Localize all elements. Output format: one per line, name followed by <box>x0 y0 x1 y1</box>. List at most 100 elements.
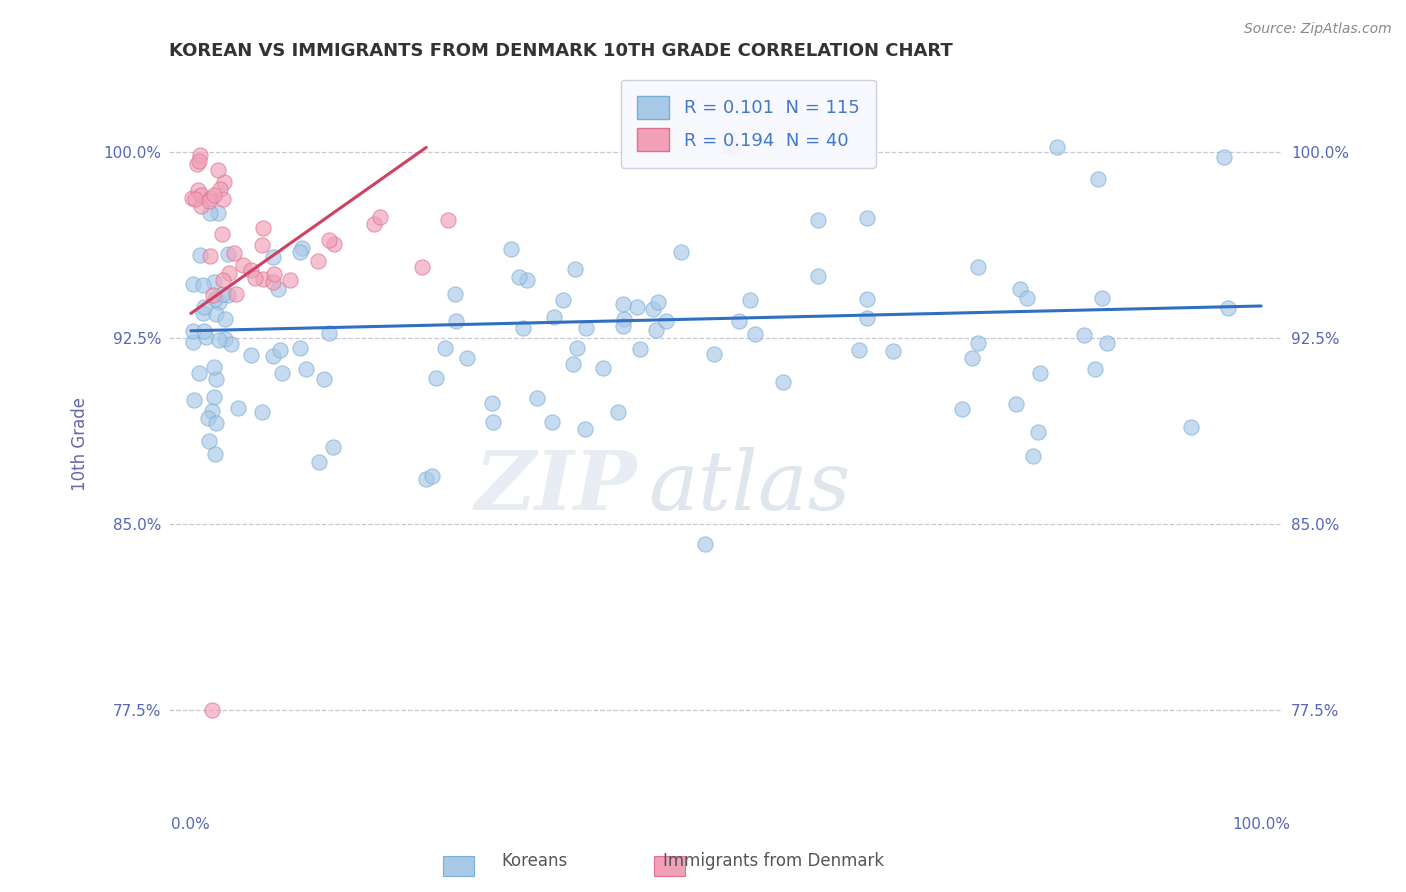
Point <box>188 154 211 169</box>
Point <box>202 390 225 404</box>
Point <box>193 324 215 338</box>
Point <box>181 191 204 205</box>
Point <box>772 375 794 389</box>
Point <box>211 286 233 301</box>
Point <box>191 277 214 292</box>
Point <box>318 326 340 340</box>
Point <box>966 336 988 351</box>
Point <box>411 260 433 275</box>
Point <box>967 260 990 274</box>
Point <box>240 263 263 277</box>
Point <box>807 213 830 227</box>
Point <box>606 405 628 419</box>
Point <box>295 361 318 376</box>
Point <box>856 310 879 325</box>
Point <box>856 292 879 306</box>
Point <box>181 277 204 292</box>
Point <box>252 221 274 235</box>
Point <box>1087 172 1109 186</box>
Text: KOREAN VS IMMIGRANTS FROM DENMARK 10TH GRADE CORRELATION CHART: KOREAN VS IMMIGRANTS FROM DENMARK 10TH G… <box>170 42 953 60</box>
Point <box>574 421 596 435</box>
Point <box>444 287 467 301</box>
Point <box>226 401 249 416</box>
Point <box>1021 449 1043 463</box>
Point <box>288 341 311 355</box>
Point <box>204 307 226 321</box>
Point <box>197 434 219 449</box>
Point <box>183 392 205 407</box>
Point <box>280 273 302 287</box>
Point <box>1010 282 1032 296</box>
Point <box>267 282 290 296</box>
Point <box>207 163 229 178</box>
Point <box>271 366 294 380</box>
Point <box>565 341 588 355</box>
Point <box>526 392 548 406</box>
Point <box>204 293 226 307</box>
Point <box>217 288 239 302</box>
Point <box>613 312 636 326</box>
Point <box>202 188 225 202</box>
Point <box>456 351 478 365</box>
Point <box>240 348 263 362</box>
Point <box>641 302 664 317</box>
Point <box>481 396 503 410</box>
Point <box>482 416 505 430</box>
Point <box>420 469 443 483</box>
Point <box>512 321 534 335</box>
Point <box>718 140 741 154</box>
Point <box>655 314 678 328</box>
Point <box>323 237 346 252</box>
Point <box>218 266 240 280</box>
Point <box>1212 150 1234 164</box>
Point <box>647 294 669 309</box>
Point <box>508 269 530 284</box>
Point <box>322 440 344 454</box>
Point <box>612 319 634 334</box>
Point <box>693 537 716 551</box>
Point <box>1216 301 1239 315</box>
Point <box>291 241 314 255</box>
Point <box>214 311 236 326</box>
Point <box>252 272 274 286</box>
Point <box>308 455 330 469</box>
Point <box>211 227 233 241</box>
Point <box>290 245 312 260</box>
Text: Immigrants from Denmark: Immigrants from Denmark <box>662 852 884 870</box>
Point <box>1180 419 1202 434</box>
Point <box>269 343 291 358</box>
Point <box>200 191 222 205</box>
Point <box>848 343 870 358</box>
Point <box>225 286 247 301</box>
Point <box>221 336 243 351</box>
Text: ZIP: ZIP <box>474 448 637 527</box>
Point <box>499 242 522 256</box>
Point <box>1015 292 1038 306</box>
Point <box>744 326 766 341</box>
Point <box>252 405 274 419</box>
Point <box>562 357 585 371</box>
Point <box>882 344 904 359</box>
Point <box>222 246 245 260</box>
Point <box>363 218 385 232</box>
Legend: R = 0.101  N = 115, R = 0.194  N = 40: R = 0.101 N = 115, R = 0.194 N = 40 <box>620 79 876 168</box>
Point <box>263 275 285 289</box>
Point <box>207 206 229 220</box>
Point <box>314 372 336 386</box>
Y-axis label: 10th Grade: 10th Grade <box>72 397 89 491</box>
Point <box>436 213 458 227</box>
Point <box>217 247 239 261</box>
Point <box>208 294 231 309</box>
Point <box>444 314 467 328</box>
Point <box>644 323 666 337</box>
Point <box>807 268 830 283</box>
Point <box>516 273 538 287</box>
Point <box>415 473 437 487</box>
Point <box>201 287 224 301</box>
Point <box>204 275 226 289</box>
Point <box>368 211 391 225</box>
Point <box>212 193 235 207</box>
Point <box>208 333 231 347</box>
Point <box>856 211 879 225</box>
Point <box>205 416 228 430</box>
